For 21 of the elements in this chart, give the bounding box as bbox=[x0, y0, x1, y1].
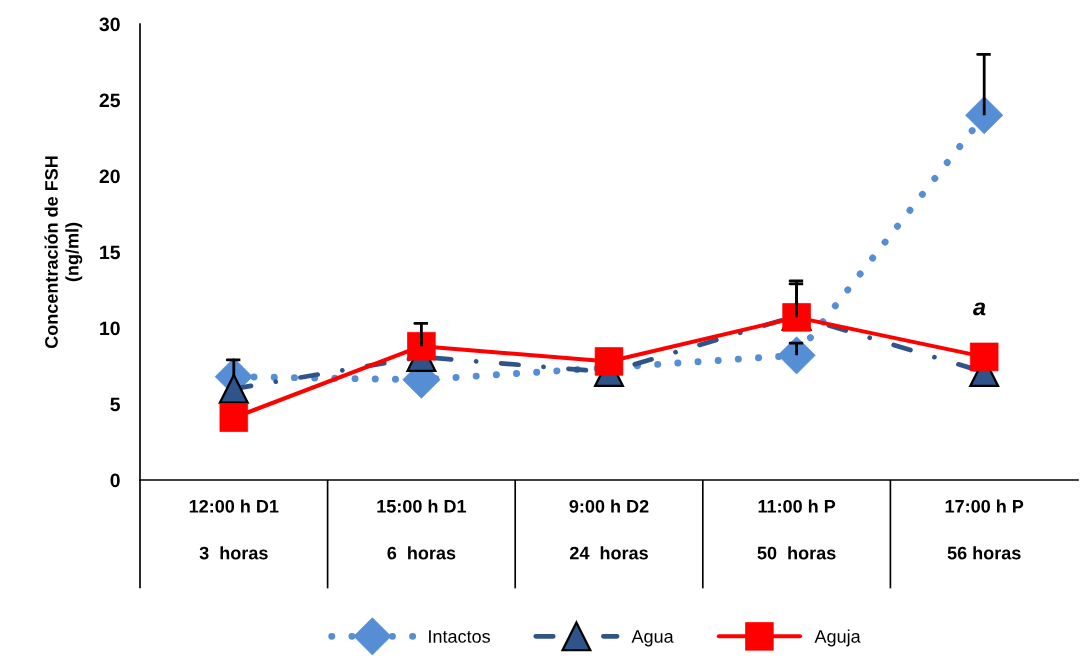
legend-label: Aguja bbox=[814, 629, 861, 647]
point bbox=[218, 373, 249, 404]
y-tick-label: 20 bbox=[99, 169, 120, 184]
legend-label: Intactos bbox=[429, 630, 491, 643]
y-tick-label: 0 bbox=[110, 473, 120, 488]
category-label: 9:00 h D2 24 horas bbox=[569, 499, 649, 560]
category-label: 11:00 h P 50 horas bbox=[757, 499, 836, 560]
y-tick-label: 5 bbox=[110, 397, 121, 412]
y-tick-label: 30 bbox=[99, 17, 120, 32]
category-label: 17:00 h P 56 horas bbox=[945, 499, 1024, 560]
y-tick-label: 25 bbox=[99, 93, 121, 108]
point bbox=[219, 403, 249, 432]
y-tick-label: 10 bbox=[100, 321, 120, 336]
point bbox=[594, 347, 624, 376]
y-axis-title: Concentración de FSH (ng/ml) bbox=[44, 156, 83, 349]
category-label: 15:00 h D1 6 horas bbox=[377, 499, 467, 560]
point bbox=[969, 342, 999, 372]
y-tick-label: 15 bbox=[100, 245, 121, 260]
legend-label: Agua bbox=[631, 630, 674, 647]
annotation: a bbox=[973, 302, 986, 316]
category-label: 12:00 h D1 3 horas bbox=[189, 499, 279, 560]
